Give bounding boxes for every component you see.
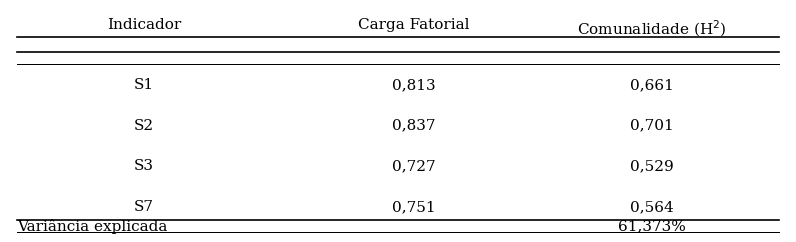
- Text: S3: S3: [135, 159, 154, 174]
- Text: 0,751: 0,751: [392, 200, 435, 214]
- Text: Carga Fatorial: Carga Fatorial: [358, 18, 470, 32]
- Text: Variância explicada: Variância explicada: [18, 219, 168, 234]
- Text: S2: S2: [134, 119, 154, 133]
- Text: S7: S7: [135, 200, 154, 214]
- Text: Indicador: Indicador: [107, 18, 181, 32]
- Text: 0,701: 0,701: [630, 119, 673, 133]
- Text: 61,373%: 61,373%: [618, 219, 686, 233]
- Text: 0,529: 0,529: [630, 159, 673, 174]
- Text: 0,564: 0,564: [630, 200, 673, 214]
- Text: Comunalidade (H$^2$): Comunalidade (H$^2$): [577, 18, 727, 38]
- Text: 0,727: 0,727: [392, 159, 435, 174]
- Text: S1: S1: [134, 78, 154, 92]
- Text: 0,813: 0,813: [392, 78, 435, 92]
- Text: 0,837: 0,837: [392, 119, 435, 133]
- Text: 0,661: 0,661: [630, 78, 673, 92]
